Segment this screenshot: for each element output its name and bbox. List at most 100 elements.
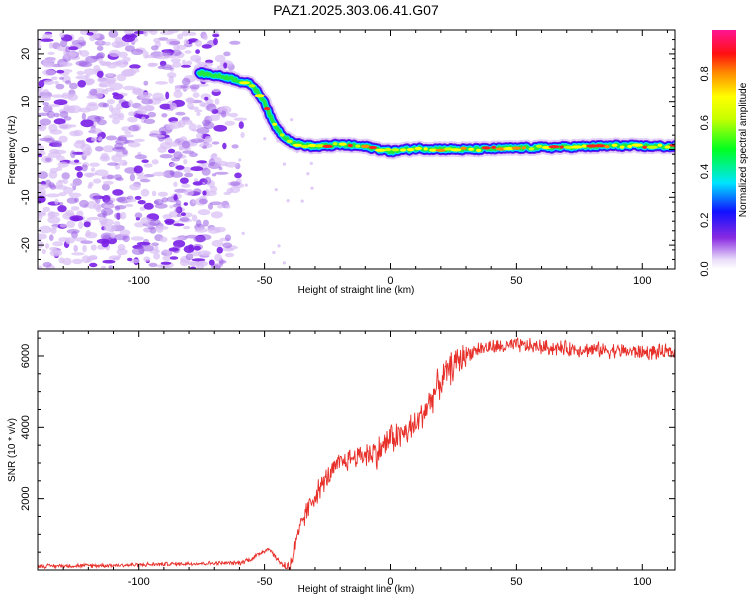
snr-ytick-label: 4000 [20,415,32,439]
ridge-hotspot [423,147,428,151]
noise-speckle [211,141,220,145]
noise-speckle [122,85,136,91]
noise-speckle [131,48,144,56]
noise-speckle [96,70,104,78]
ridge-hotspot [322,144,333,148]
ridge-hotspot [338,142,347,146]
noise-speckle [223,62,228,69]
noise-speckle [96,204,102,213]
noise-speckle [184,50,192,54]
noise-speckle [140,217,151,225]
noise-speckle [43,79,55,85]
noise-speckle [87,200,97,209]
noise-speckle [101,265,106,269]
noise-speckle [76,70,85,76]
noise-speckle [204,176,212,185]
noise-speckle [277,244,281,248]
noise-speckle [167,148,176,154]
noise-speckle [68,46,79,51]
noise-speckle [151,134,165,138]
noise-speckle [56,166,63,171]
ridge-hotspot [535,144,543,148]
noise-speckle [42,102,50,106]
noise-speckle [184,189,195,196]
colorbar-tick-label: 0.2 [699,213,711,228]
noise-speckle [233,117,248,121]
noise-speckle [141,98,154,105]
noise-speckle [47,216,61,224]
noise-speckle [195,49,201,54]
noise-speckle [101,183,110,191]
noise-speckle [62,69,73,73]
spectrogram-xtick-label: -50 [257,275,273,287]
snr-xtick-label: -100 [128,576,150,588]
noise-speckle [191,258,206,262]
noise-speckle [108,113,122,119]
noise-speckle [59,32,65,38]
noise-speckle [109,49,121,58]
noise-speckle [96,119,107,126]
noise-speckle [151,159,159,165]
noise-speckle [156,226,164,233]
ridge-hotspot [429,148,438,152]
noise-speckle [194,227,208,233]
noise-speckle [165,91,170,100]
noise-speckle [193,245,201,251]
noise-speckle [223,191,231,196]
noise-speckle [186,97,195,104]
noise-speckle [108,255,120,260]
noise-speckle [129,64,141,69]
noise-speckle [71,230,78,239]
noise-speckle [160,64,172,68]
ridge-hotspot [279,133,285,137]
noise-speckle [173,194,178,201]
noise-speckle [62,178,68,185]
noise-speckle [189,266,197,269]
noise-speckle [196,160,207,164]
noise-speckle [211,88,221,93]
noise-speckle [155,81,168,85]
noise-speckle [38,80,45,88]
noise-speckle [179,258,190,267]
noise-speckle [184,172,194,178]
noise-speckle [71,216,80,222]
noise-speckle [128,99,133,107]
noise-speckle [159,103,172,110]
noise-speckle [222,142,227,150]
noise-speckle [194,39,202,47]
noise-speckle [39,225,52,234]
noise-speckle [192,181,203,186]
noise-speckle [96,45,104,51]
noise-speckle [213,124,228,132]
noise-speckle [169,256,179,260]
noise-speckle [70,150,76,159]
noise-speckle [73,141,86,149]
noise-speckle [123,162,128,166]
noise-speckle [114,146,126,150]
ridge-hotspot [384,147,392,152]
noise-speckle [78,50,83,55]
noise-speckle [183,166,192,173]
noise-speckle [87,102,98,107]
noise-speckle [72,258,83,265]
noise-speckle [42,59,48,67]
noise-speckle [38,265,43,269]
noise-speckle [169,102,177,110]
noise-speckle [48,42,54,49]
ridge-hotspot [511,146,522,150]
noise-speckle [185,60,193,66]
noise-speckle [81,164,88,172]
noise-speckle [213,157,222,164]
noise-speckle [147,62,157,68]
ridge-hotspot [528,147,535,151]
ridge-hotspot [559,145,564,149]
noise-speckle [45,157,52,162]
noise-speckle [197,61,207,66]
noise-speckle [210,211,223,219]
noise-speckle [86,256,98,261]
noise-speckle [190,166,204,172]
noise-speckle [209,185,218,193]
